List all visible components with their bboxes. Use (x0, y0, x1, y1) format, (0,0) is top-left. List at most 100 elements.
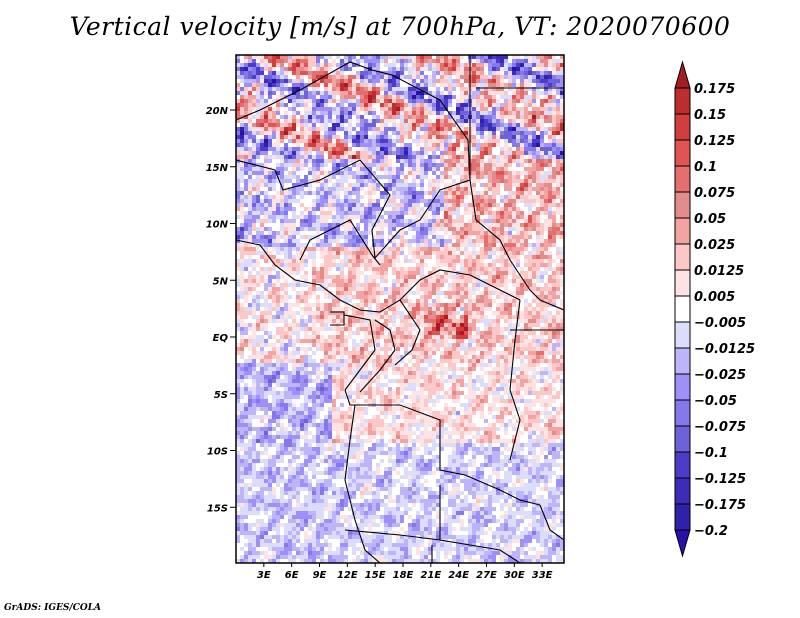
field-cell (480, 111, 484, 115)
field-cell (256, 139, 260, 143)
field-cell (328, 79, 332, 83)
field-cell (264, 135, 268, 139)
field-cell (560, 179, 564, 183)
field-cell (296, 83, 300, 87)
field-cell (244, 75, 248, 79)
field-cell (368, 255, 372, 259)
field-cell (460, 323, 464, 327)
field-cell (448, 139, 452, 143)
field-cell (544, 219, 548, 223)
field-cell (380, 327, 384, 331)
field-cell (376, 259, 380, 263)
field-cell (316, 71, 320, 75)
field-cell (524, 279, 528, 283)
field-cell (260, 207, 264, 211)
field-cell (424, 131, 428, 135)
field-cell (380, 231, 384, 235)
field-cell (268, 259, 272, 263)
field-cell (472, 307, 476, 311)
field-cell (396, 215, 400, 219)
field-cell (384, 163, 388, 167)
field-cell (404, 183, 408, 187)
field-cell (392, 187, 396, 191)
field-cell (548, 63, 552, 67)
field-cell (292, 171, 296, 175)
field-cell (288, 259, 292, 263)
field-cell (416, 279, 420, 283)
field-cell (372, 95, 376, 99)
field-cell (444, 195, 448, 199)
field-cell (460, 231, 464, 235)
field-cell (252, 227, 256, 231)
field-cell (504, 135, 508, 139)
field-cell (292, 215, 296, 219)
field-cell (472, 67, 476, 71)
field-cell (416, 83, 420, 87)
field-cell (528, 207, 532, 211)
field-cell (320, 263, 324, 267)
field-cell (352, 203, 356, 207)
field-cell (260, 291, 264, 295)
field-cell (268, 143, 272, 147)
field-cell (348, 59, 352, 63)
field-cell (496, 59, 500, 63)
field-cell (268, 55, 272, 59)
field-cell (356, 171, 360, 175)
field-cell (240, 207, 244, 211)
field-cell (520, 275, 524, 279)
field-cell (420, 279, 424, 283)
field-cell (420, 163, 424, 167)
field-cell (312, 63, 316, 67)
field-cell (548, 323, 552, 327)
field-cell (352, 311, 356, 315)
field-cell (464, 239, 468, 243)
field-cell (360, 167, 364, 171)
field-cell (520, 271, 524, 275)
field-cell (236, 147, 240, 151)
field-cell (504, 95, 508, 99)
field-cell (376, 215, 380, 219)
field-cell (540, 143, 544, 147)
field-cell (320, 91, 324, 95)
field-cell (540, 203, 544, 207)
field-cell (292, 283, 296, 287)
field-cell (468, 275, 472, 279)
field-cell (488, 131, 492, 135)
field-cell (376, 147, 380, 151)
field-cell (496, 103, 500, 107)
field-cell (348, 127, 352, 131)
field-cell (492, 331, 496, 335)
field-cell (380, 83, 384, 87)
field-cell (280, 55, 284, 59)
field-cell (460, 303, 464, 307)
field-cell (296, 151, 300, 155)
field-cell (292, 59, 296, 63)
field-cell (324, 95, 328, 99)
field-cell (552, 271, 556, 275)
field-cell (248, 139, 252, 143)
field-cell (456, 255, 460, 259)
field-cell (364, 99, 368, 103)
field-cell (476, 295, 480, 299)
field-cell (460, 219, 464, 223)
field-cell (440, 119, 444, 123)
field-cell (272, 59, 276, 63)
field-cell (452, 147, 456, 151)
field-cell (424, 223, 428, 227)
field-cell (380, 207, 384, 211)
field-cell (416, 95, 420, 99)
field-cell (316, 163, 320, 167)
field-cell (292, 279, 296, 283)
field-cell (560, 311, 564, 315)
field-cell (484, 203, 488, 207)
field-cell (240, 139, 244, 143)
field-cell (244, 223, 248, 227)
field-cell (252, 235, 256, 239)
field-cell (504, 127, 508, 131)
field-cell (248, 235, 252, 239)
field-cell (264, 195, 268, 199)
field-cell (428, 119, 432, 123)
field-cell (532, 199, 536, 203)
field-cell (392, 59, 396, 63)
field-cell (504, 75, 508, 79)
